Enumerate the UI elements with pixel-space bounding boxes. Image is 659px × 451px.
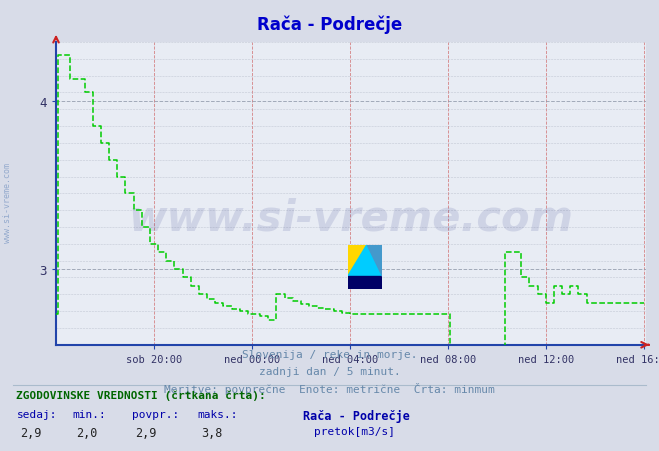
Text: www.si-vreme.com: www.si-vreme.com — [129, 197, 573, 239]
Text: zadnji dan / 5 minut.: zadnji dan / 5 minut. — [258, 366, 401, 376]
Text: www.si-vreme.com: www.si-vreme.com — [3, 163, 13, 243]
Text: Meritve: povprečne  Enote: metrične  Črta: minmum: Meritve: povprečne Enote: metrične Črta:… — [164, 382, 495, 394]
Polygon shape — [348, 245, 366, 276]
Text: Rača - Podrečje: Rača - Podrečje — [257, 16, 402, 34]
Polygon shape — [366, 245, 382, 276]
Text: sedaj:: sedaj: — [16, 410, 57, 419]
Text: Rača - Podrečje: Rača - Podrečje — [303, 410, 410, 423]
Text: maks.:: maks.: — [198, 410, 238, 419]
Text: Slovenija / reke in morje.: Slovenija / reke in morje. — [242, 350, 417, 359]
Text: pretok[m3/s]: pretok[m3/s] — [314, 426, 395, 436]
Text: min.:: min.: — [72, 410, 106, 419]
Text: povpr.:: povpr.: — [132, 410, 179, 419]
Polygon shape — [348, 245, 382, 276]
Text: 2,9: 2,9 — [135, 426, 156, 439]
Text: 3,8: 3,8 — [201, 426, 222, 439]
Text: ZGODOVINSKE VREDNOSTI (črtkana črta):: ZGODOVINSKE VREDNOSTI (črtkana črta): — [16, 390, 266, 400]
Text: 2,0: 2,0 — [76, 426, 97, 439]
Text: 2,9: 2,9 — [20, 426, 41, 439]
Polygon shape — [348, 276, 382, 290]
